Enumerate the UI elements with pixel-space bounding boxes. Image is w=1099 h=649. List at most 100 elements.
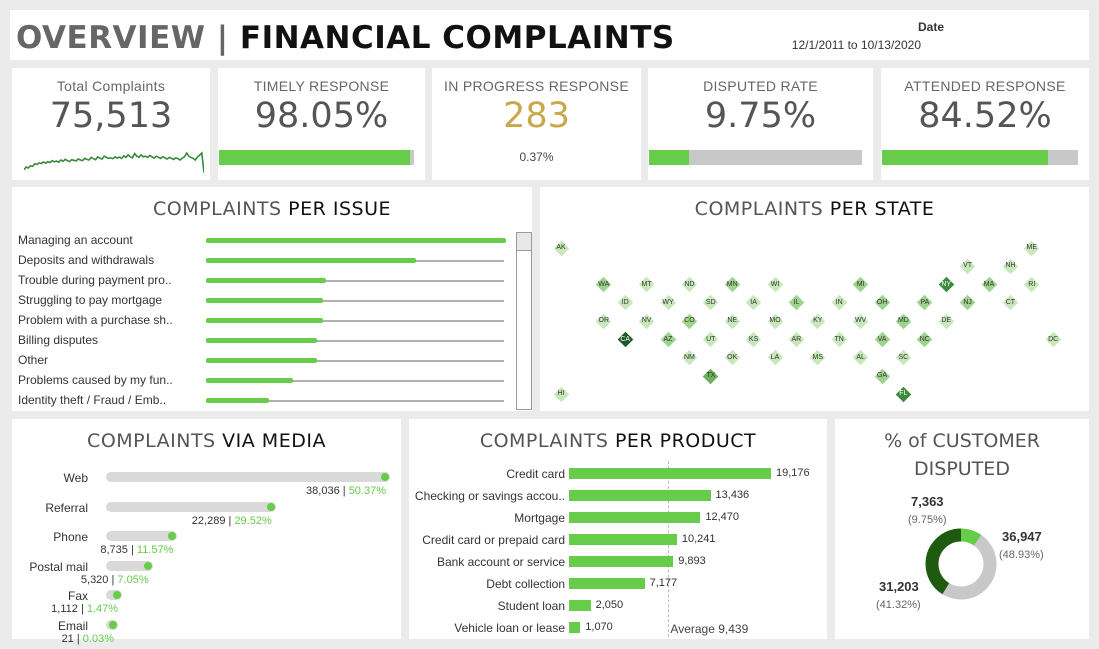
media-count: 22,289	[191, 514, 226, 527]
issue-row[interactable]: Identity theft / Fraud / Emb..	[18, 391, 513, 411]
state-label: DC	[1048, 335, 1059, 343]
issue-row[interactable]: Struggling to pay mortgage	[18, 291, 513, 311]
media-dot	[266, 502, 275, 511]
media-bar	[106, 501, 276, 512]
issue-row[interactable]: Billing disputes	[18, 331, 513, 351]
kpi-value: 9.75%	[704, 96, 817, 136]
issues-title: COMPLAINTS PER ISSUE	[12, 198, 532, 220]
product-bar[interactable]	[569, 490, 711, 501]
issue-label: Other	[18, 353, 49, 367]
state-label: KS	[748, 335, 759, 343]
media-separator: |	[76, 632, 80, 645]
media-value: 21 | 0.03%	[62, 633, 114, 645]
state-label: RI	[1028, 280, 1036, 288]
state-label: HI	[557, 390, 565, 398]
issue-row[interactable]: Other	[18, 351, 513, 371]
disputed-panel: % of CUSTOMER DISPUTED 7,363 (9.75%) 36,…	[835, 419, 1089, 639]
state-label: WA	[598, 280, 610, 288]
kpi-progress-fill	[219, 150, 411, 165]
issues-scrollbar[interactable]	[516, 232, 532, 410]
state-label: DE	[941, 317, 952, 325]
title-bold: VIA MEDIA	[222, 430, 326, 452]
state-label: CO	[684, 317, 695, 325]
state-label: KY	[813, 317, 823, 325]
state-label: MS	[812, 353, 824, 361]
product-value: 19,176	[776, 467, 810, 479]
issue-row[interactable]: Managing an account	[18, 231, 513, 251]
state-label: WY	[662, 298, 674, 306]
state-label: WV	[854, 317, 867, 325]
title-plain: COMPLAINTS	[694, 198, 824, 220]
product-bar[interactable]	[569, 600, 591, 611]
state-label: AL	[856, 353, 865, 361]
issue-row[interactable]: Deposits and withdrawals	[18, 251, 513, 271]
state-label: TX	[706, 372, 716, 380]
donut-slice-gray[interactable]	[925, 528, 997, 600]
title-bold: PER PRODUCT	[614, 430, 757, 452]
media-count: 1,112	[51, 603, 78, 615]
state-label: NC	[919, 335, 930, 343]
media-value: 8,735 | 11.57%	[100, 544, 173, 556]
donut-slice-dark[interactable]	[925, 528, 997, 600]
product-bar[interactable]	[569, 512, 701, 523]
product-value: 7,177	[649, 577, 678, 589]
kpi-label: Total Complaints	[56, 78, 166, 94]
state-label: OK	[727, 353, 738, 361]
issue-row[interactable]: Trouble during payment pro..	[18, 271, 513, 291]
state-label: AZ	[663, 335, 673, 343]
media-dot	[168, 532, 177, 540]
kpi-in-progress-response: IN PROGRESS RESPONSE 283 0.37%	[432, 68, 641, 180]
kpi-value: 283	[503, 96, 570, 136]
media-label: Phone	[53, 530, 88, 544]
media-value: 22,289 | 29.52%	[192, 515, 272, 527]
state-label: VT	[963, 262, 973, 270]
product-label: Student loan	[497, 599, 565, 613]
issues-panel: COMPLAINTS PER ISSUE Managing an account…	[12, 187, 532, 411]
issue-bar-track	[206, 340, 504, 342]
state-label: NH	[1005, 262, 1016, 270]
issue-bar	[206, 318, 323, 323]
media-dot	[109, 620, 117, 629]
media-bar	[106, 472, 390, 482]
title-financial-complaints: FINANCIAL COMPLAINTS	[239, 20, 675, 56]
media-label: Email	[57, 618, 88, 633]
product-bar[interactable]	[569, 578, 645, 589]
media-bar	[106, 560, 153, 571]
product-value: 10,241	[681, 533, 716, 545]
media-percent: 1.47%	[86, 603, 119, 615]
state-label: SC	[898, 353, 909, 361]
kpi-progress-fill	[882, 150, 1048, 165]
product-bar[interactable]	[569, 534, 677, 545]
state-label: MT	[641, 280, 652, 288]
state-label: MA	[983, 280, 995, 288]
product-bar[interactable]	[569, 622, 581, 633]
states-panel: COMPLAINTS PER STATE AK ME VT NH WA MT ND MN WI M…	[540, 187, 1089, 411]
donut-pct-gray: (48.93%)	[999, 549, 1044, 561]
issue-bar	[206, 358, 317, 363]
product-bar[interactable]	[569, 556, 674, 567]
scrollbar-thumb[interactable]	[517, 233, 531, 251]
issue-bar-track	[206, 360, 504, 362]
states-title: COMPLAINTS PER STATE	[540, 198, 1089, 220]
product-bar[interactable]	[569, 468, 771, 479]
media-panel: COMPLAINTS VIA MEDIA Web 38,036 | 50.37% R…	[12, 419, 401, 645]
product-label: Credit card	[506, 467, 565, 481]
kpi-disputed-rate: DISPUTED RATE 9.75%	[648, 68, 873, 180]
products-panel: COMPLAINTS PER PRODUCT Average 9,439 Cre…	[409, 419, 827, 639]
issue-row[interactable]: Problems caused by my fun..	[18, 371, 513, 391]
issue-bar-track	[206, 320, 504, 322]
header-panel: OVERVIEW | FINANCIAL COMPLAINTS Date 12/…	[10, 10, 1089, 60]
date-filter-range[interactable]: 12/1/2011 to 10/13/2020	[791, 38, 921, 52]
issue-bar	[206, 258, 416, 263]
product-value: 12,470	[705, 511, 739, 523]
state-label: ID	[621, 298, 629, 306]
issue-row[interactable]: Problem with a purchase sh..	[18, 311, 513, 331]
product-value: 2,050	[595, 599, 624, 611]
products-title: COMPLAINTS PER PRODUCT	[409, 430, 827, 452]
kpi-progress-bar	[882, 150, 1078, 165]
state-label: ME	[1026, 244, 1038, 251]
media-separator: |	[111, 573, 115, 586]
donut-pct-disputed: (9.75%)	[908, 514, 947, 526]
media-bar	[106, 531, 178, 541]
state-label: OH	[876, 298, 888, 306]
